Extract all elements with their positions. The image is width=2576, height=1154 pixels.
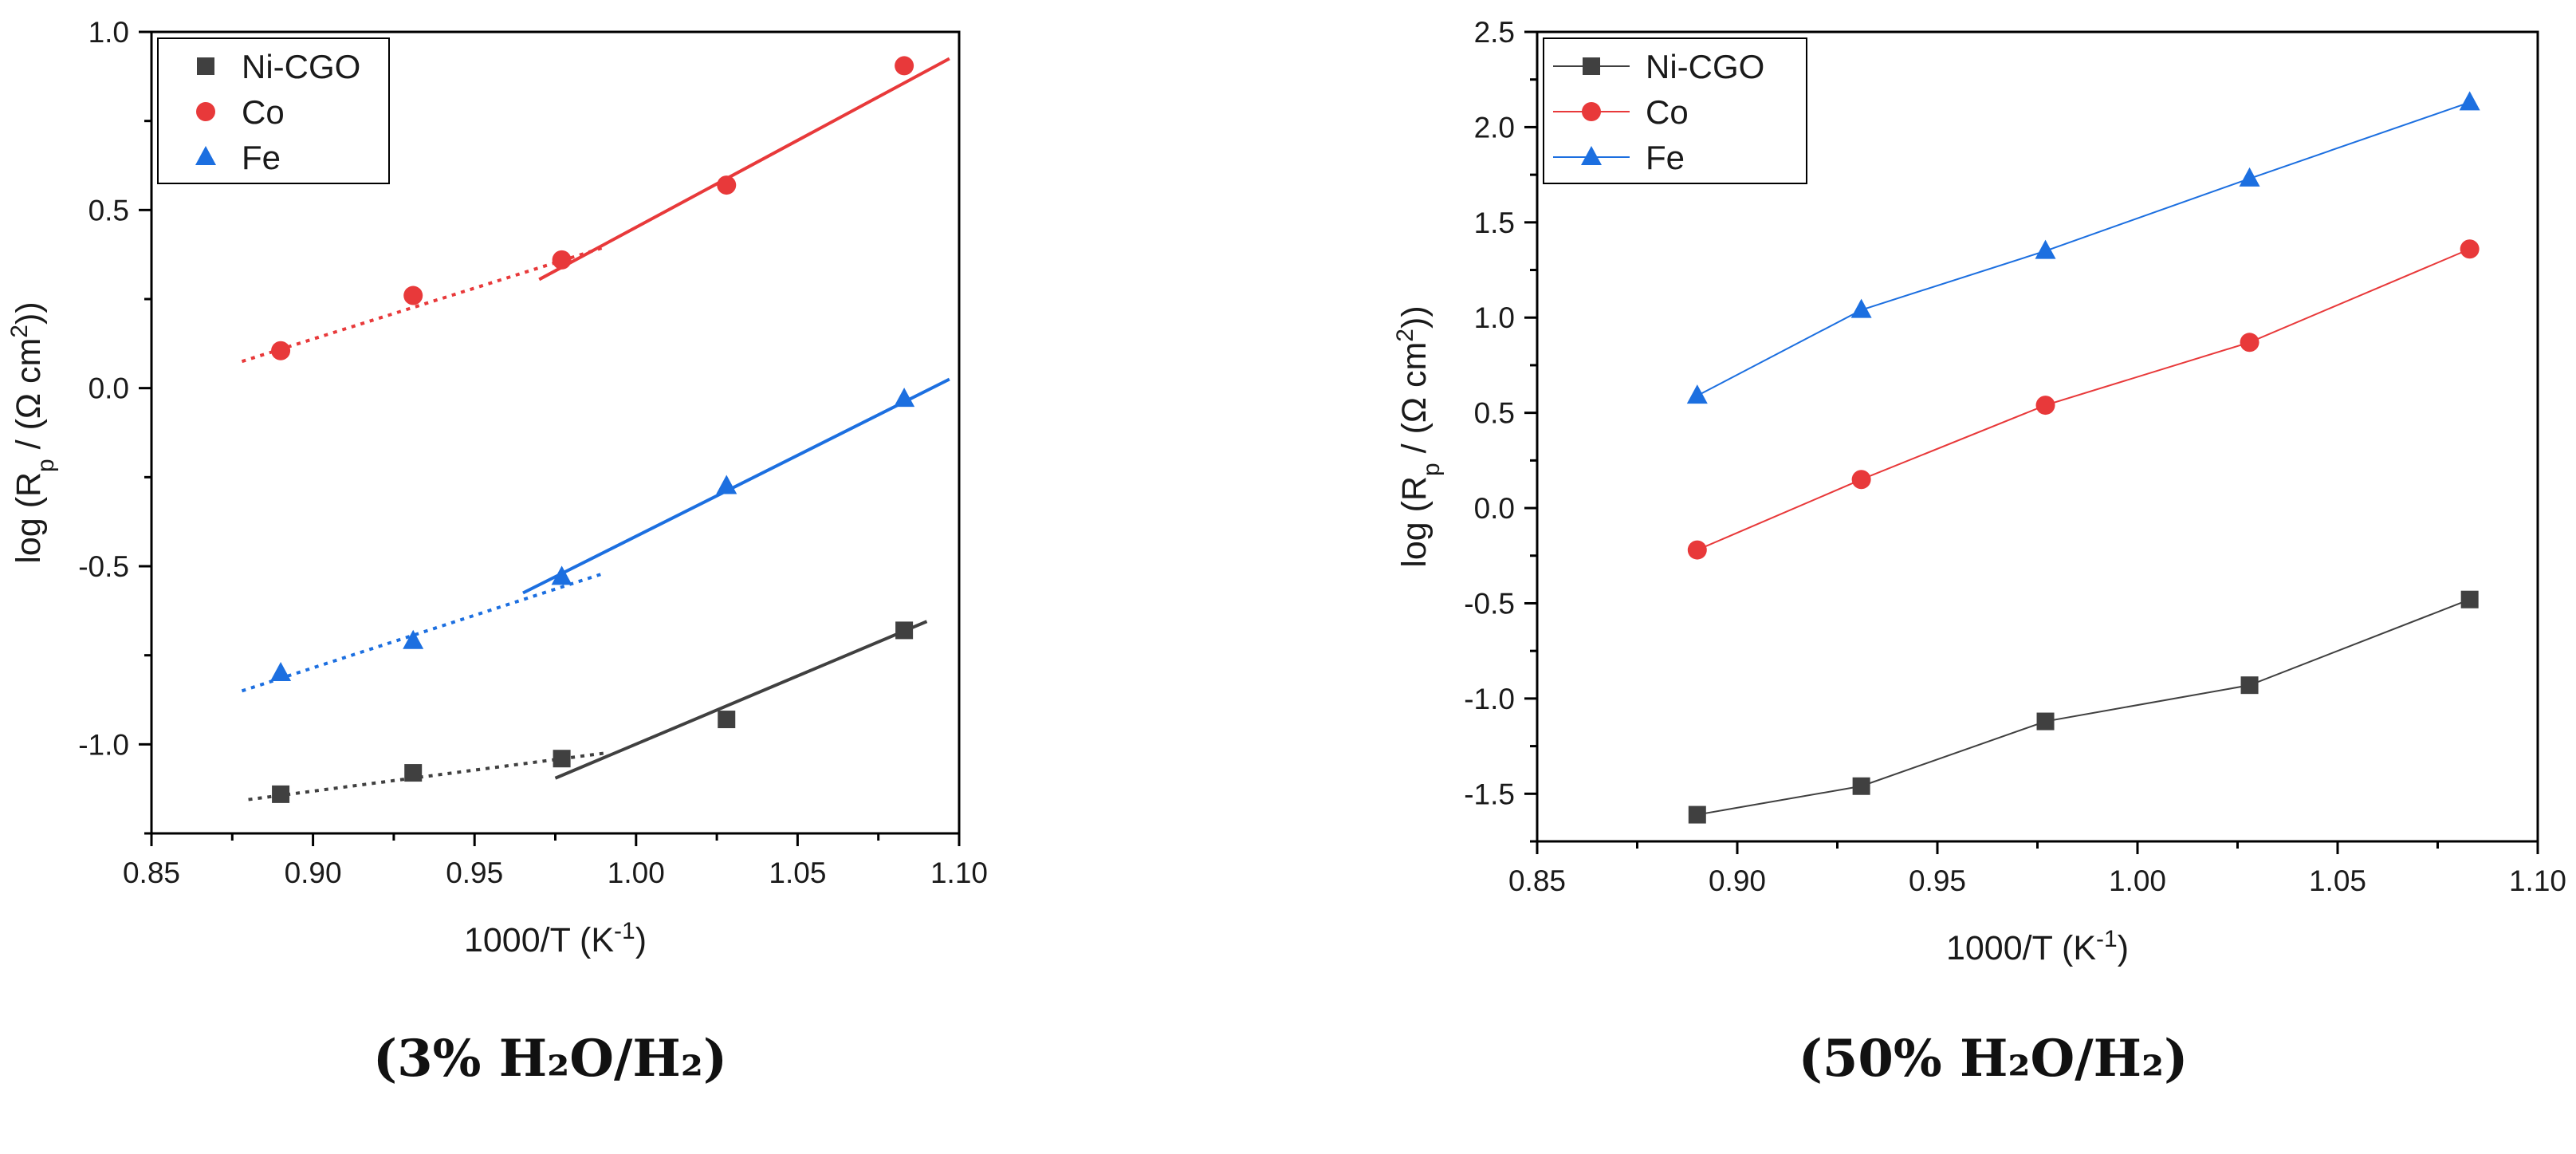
- right-data-point: [2036, 712, 2055, 731]
- right-data-point: [2239, 167, 2260, 187]
- left-solid-fit-line: [554, 620, 928, 780]
- left-legend-marker: [196, 102, 215, 121]
- left-series-fe: [241, 377, 950, 693]
- left-y-tick-label: -0.5: [78, 550, 129, 583]
- left-data-point: [404, 764, 423, 782]
- left-data-point: [551, 565, 572, 585]
- right-data-point: [2460, 239, 2480, 259]
- left-y-axis-label: log (Rp / (Ω cm2)): [6, 301, 59, 563]
- left-x-tick-label: 0.95: [446, 857, 503, 889]
- right-y-tick-label: -0.5: [1464, 587, 1515, 620]
- right-data-point: [1852, 777, 1870, 795]
- left-dotted-fit-line: [241, 246, 604, 364]
- left-x-tick-label: 1.00: [608, 857, 665, 889]
- right-data-point: [2240, 676, 2259, 695]
- left-x-tick-label: 0.90: [285, 857, 342, 889]
- right-x-tick-label: 1.00: [2109, 865, 2166, 897]
- right-x-tick-label: 0.95: [1909, 865, 1966, 897]
- left-dotted-fit-line: [248, 751, 604, 801]
- left-data-point: [270, 662, 292, 681]
- left-series-co: [241, 56, 950, 364]
- left-data-point: [272, 785, 290, 803]
- left-data-point: [403, 629, 424, 649]
- left-series-ni-cgo: [248, 620, 928, 803]
- right-panel-caption: (50% H₂O/H₂): [1798, 1029, 2189, 1089]
- right-legend-label: Ni-CGO: [1646, 48, 1764, 85]
- left-data-point: [403, 286, 423, 305]
- left-data-point: [717, 175, 737, 195]
- left-x-tick-label: 1.10: [930, 857, 988, 889]
- right-data-point: [1687, 540, 1707, 560]
- left-solid-fit-line: [538, 57, 950, 282]
- right-x-tick-label: 1.05: [2309, 865, 2366, 897]
- right-legend-marker: [1583, 57, 1600, 75]
- left-x-tick-label: 0.85: [123, 857, 180, 889]
- left-data-point: [895, 56, 914, 76]
- right-y-tick-label: 0.0: [1474, 492, 1515, 525]
- left-data-point: [553, 750, 571, 768]
- left-data-point: [718, 711, 736, 729]
- right-y-tick-label: -1.5: [1464, 778, 1515, 810]
- right-chart: 0.85 0.90 0.95 1.00 1.05 1.10 -1.5 -1.0 -0.5 0.0 0…: [1392, 16, 2567, 967]
- left-solid-fit-line: [522, 377, 950, 595]
- right-data-point: [2459, 91, 2480, 111]
- right-series-co: [1687, 239, 2480, 560]
- right-y-tick-label: 1.0: [1474, 301, 1515, 334]
- left-data-point: [894, 388, 915, 408]
- left-data-point: [552, 250, 572, 270]
- right-x-tick-label: 1.10: [2509, 865, 2566, 897]
- right-y-tick-label: 0.5: [1474, 397, 1515, 430]
- left-panel-caption: (3% H₂O/H₂): [372, 1029, 728, 1089]
- left-data-point: [895, 621, 914, 640]
- left-data-point: [271, 341, 291, 360]
- right-x-tick-label: 0.90: [1709, 865, 1766, 897]
- left-legend-label: Ni-CGO: [242, 48, 360, 85]
- left-legend-marker: [197, 57, 214, 75]
- right-data-point: [2460, 590, 2479, 609]
- right-y-axis-label: log (Rp / (Ω cm2)): [1392, 305, 1445, 567]
- right-legend: Ni-CGO Co Fe: [1543, 37, 1807, 184]
- left-legend-marker: [195, 146, 216, 165]
- right-data-point: [2240, 333, 2259, 353]
- left-chart: 0.85 0.90 0.95 1.00 1.05 1.10 -1.0 -0.5 0.0 0.5 1.…: [6, 16, 989, 959]
- right-legend-marker: [1581, 146, 1602, 165]
- left-data-point: [716, 475, 737, 494]
- right-y-tick-label: 1.5: [1474, 207, 1515, 239]
- right-x-axis-label: 1000/T (K-1): [1946, 926, 2129, 968]
- right-data-point: [1686, 384, 1708, 404]
- right-y-tick-label: -1.0: [1464, 683, 1515, 715]
- right-data-point: [1688, 805, 1706, 824]
- left-legend: Ni-CGO Co Fe: [157, 37, 390, 184]
- right-y-tick-label: 2.5: [1474, 16, 1515, 49]
- left-y-tick-label: 0.5: [88, 194, 129, 226]
- right-series-fe: [1686, 91, 2480, 404]
- right-data-point: [1850, 298, 1872, 318]
- right-legend-label: Co: [1646, 93, 1689, 131]
- left-x-axis-label: 1000/T (K-1): [464, 918, 647, 960]
- right-data-point: [2035, 396, 2055, 416]
- right-legend-marker: [1582, 102, 1601, 121]
- right-legend-label: Fe: [1646, 139, 1685, 176]
- left-x-tick-label: 1.05: [769, 857, 826, 889]
- left-y-tick-label: -1.0: [78, 728, 129, 761]
- left-y-tick-label: 0.0: [88, 372, 129, 405]
- left-legend-label: Fe: [242, 139, 281, 176]
- right-series-line: [1697, 598, 2471, 816]
- right-x-tick-label: 0.85: [1508, 865, 1566, 897]
- right-series-line: [1697, 248, 2471, 551]
- right-data-point: [2035, 239, 2056, 259]
- right-y-tick-label: 2.0: [1474, 111, 1515, 144]
- right-series-line: [1697, 101, 2470, 397]
- left-legend-label: Co: [242, 93, 285, 131]
- left-dotted-fit-line: [241, 572, 604, 693]
- right-data-point: [1851, 470, 1871, 490]
- right-series-ni-cgo: [1688, 590, 2479, 824]
- left-y-tick-label: 1.0: [88, 16, 129, 49]
